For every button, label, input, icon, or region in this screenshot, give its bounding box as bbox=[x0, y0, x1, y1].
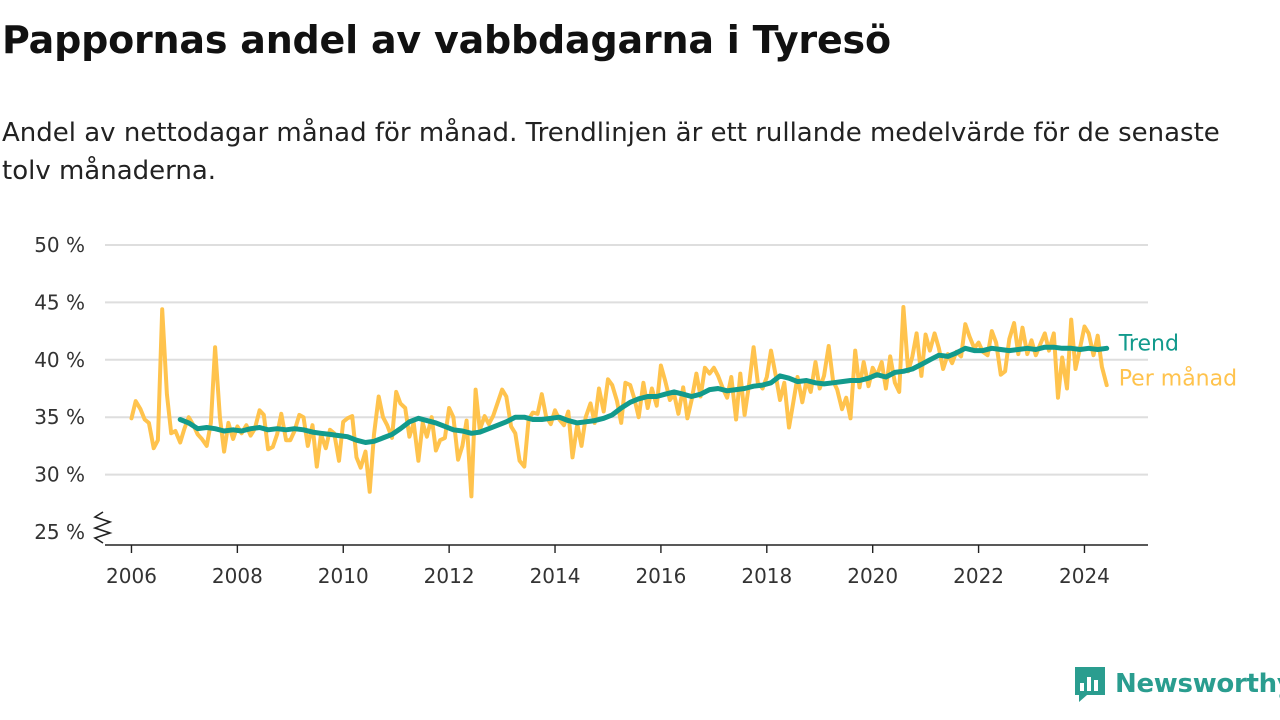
newsworthy-logo: Newsworthy bbox=[1073, 664, 1280, 704]
y-tick-label: 25 % bbox=[34, 520, 85, 544]
x-tick-label: 2006 bbox=[106, 564, 157, 588]
x-tick-label: 2024 bbox=[1059, 564, 1110, 588]
x-tick-label: 2016 bbox=[635, 564, 686, 588]
x-tick-label: 2014 bbox=[530, 564, 581, 588]
x-tick-label: 2010 bbox=[318, 564, 369, 588]
y-tick-label: 35 % bbox=[34, 405, 85, 429]
series-line-per-manad bbox=[129, 305, 1109, 499]
y-tick-label: 40 % bbox=[34, 348, 85, 372]
series-lines bbox=[129, 305, 1110, 499]
line-chart: 25 % 30 % 35 % 40 % 45 % 50 % 2006 2008 2010 201… bbox=[34, 233, 1237, 588]
x-tick-label: 2008 bbox=[212, 564, 263, 588]
series-line-trend bbox=[177, 344, 1110, 445]
y-tick-label: 30 % bbox=[34, 463, 85, 487]
x-axis: 2006 2008 2010 2012 2014 2016 2018 2020 2022 2024 bbox=[105, 544, 1148, 588]
x-tick-label: 2018 bbox=[741, 564, 792, 588]
y-tick-label: 50 % bbox=[34, 233, 85, 257]
axis-break-icon bbox=[92, 511, 113, 544]
y-tick-label: 45 % bbox=[34, 290, 85, 314]
y-axis: 25 % 30 % 35 % 40 % 45 % 50 % bbox=[34, 233, 113, 544]
bar-chart-speech-bubble-icon bbox=[1075, 667, 1105, 702]
chart-subtitle: Andel av nettodagar månad för månad. Tre… bbox=[2, 118, 1220, 186]
gridlines bbox=[105, 244, 1148, 476]
series-label-per-manad: Per månad bbox=[1119, 365, 1237, 391]
series-label-trend: Trend bbox=[1118, 331, 1179, 356]
x-tick-label: 2022 bbox=[953, 564, 1004, 588]
chart-title: Pappornas andel av vabbdagarna i Tyresö bbox=[2, 18, 891, 62]
x-tick-label: 2012 bbox=[424, 564, 475, 588]
series-labels: Trend Per månad bbox=[1118, 331, 1237, 391]
brand-name: Newsworthy bbox=[1115, 669, 1280, 699]
x-tick-label: 2020 bbox=[847, 564, 898, 588]
